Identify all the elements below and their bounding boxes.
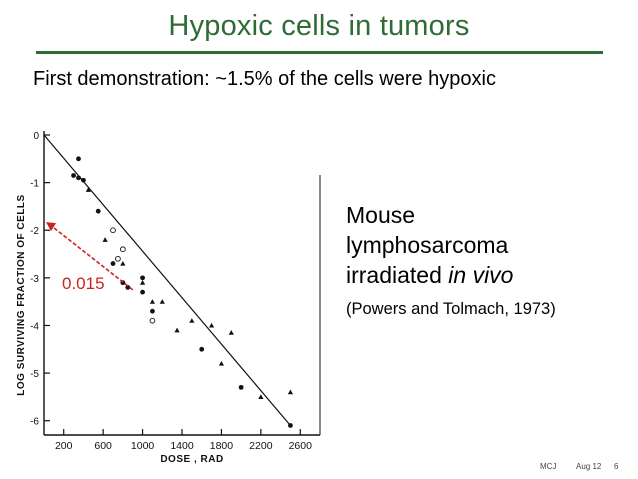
x-tick-label: 2600 bbox=[289, 440, 313, 452]
y-axis-label: LOG SURVIVING FRACTION OF CELLS bbox=[16, 194, 27, 395]
data-point bbox=[218, 360, 225, 366]
survival-chart: 0 -1 -2 -3 -4 -5 -6 200 600 1000 1400 1800 2200 2600 D… bbox=[16, 131, 321, 465]
data-point bbox=[125, 284, 131, 290]
x-axis-label: DOSE , RAD bbox=[160, 454, 223, 465]
data-point bbox=[140, 275, 145, 281]
footer-author: MCJ bbox=[540, 462, 557, 471]
data-point bbox=[110, 227, 116, 234]
data-point bbox=[115, 255, 121, 262]
data-point bbox=[287, 389, 294, 395]
caption-line-3: irradiated in vivo bbox=[346, 260, 556, 290]
data-point bbox=[149, 317, 156, 324]
data-point bbox=[71, 173, 76, 178]
data-point bbox=[189, 318, 195, 323]
data-point bbox=[110, 261, 116, 266]
caption-reference: (Powers and Tolmach, 1973) bbox=[346, 300, 556, 318]
data-point bbox=[102, 237, 108, 242]
data-point bbox=[288, 423, 293, 428]
caption-line-2: lymphosarcoma bbox=[346, 232, 509, 258]
y-tick-label: -6 bbox=[30, 417, 39, 428]
data-point bbox=[81, 177, 86, 183]
data-point bbox=[238, 384, 244, 390]
slide-subtitle: First demonstration: ~1.5% of the cells … bbox=[33, 68, 496, 90]
data-point bbox=[95, 208, 101, 214]
footer-date: Aug 12 bbox=[576, 462, 602, 471]
x-tick-label: 1000 bbox=[131, 440, 155, 452]
x-tick-label: 200 bbox=[55, 440, 73, 452]
caption-line-3-prefix: irradiated bbox=[346, 262, 449, 288]
x-tick-label: 2200 bbox=[249, 440, 273, 452]
y-tick-label: -5 bbox=[30, 369, 39, 380]
data-point bbox=[258, 394, 264, 399]
data-point bbox=[120, 260, 126, 266]
x-tick-label: 600 bbox=[94, 440, 112, 452]
data-point bbox=[120, 246, 126, 253]
y-tick-label: -1 bbox=[30, 179, 39, 190]
fit-line bbox=[43, 134, 291, 426]
data-point bbox=[76, 156, 81, 162]
y-tick-label: -4 bbox=[30, 321, 39, 332]
data-point bbox=[140, 289, 145, 295]
data-point bbox=[159, 299, 165, 304]
data-point bbox=[150, 308, 155, 314]
y-tick-label: -3 bbox=[30, 274, 39, 285]
caption-line-3-emphasis: in vivo bbox=[448, 262, 514, 288]
caption-line-1: Mouse bbox=[346, 202, 416, 228]
slide-title: Hypoxic cells in tumors bbox=[168, 10, 470, 42]
extrapolation-arrowhead bbox=[46, 222, 56, 232]
data-point bbox=[76, 175, 81, 181]
extrapolation-line bbox=[52, 226, 134, 291]
extrapolation-label: 0.015 bbox=[62, 274, 105, 293]
y-tick-label: 0 bbox=[33, 131, 39, 142]
data-point bbox=[149, 299, 156, 304]
data-point bbox=[85, 187, 91, 192]
data-point bbox=[199, 346, 205, 352]
data-point bbox=[208, 322, 215, 328]
x-tick-label: 1400 bbox=[170, 440, 194, 452]
x-tick-label: 1800 bbox=[210, 440, 234, 452]
caption: Mouse lymphosarcoma irradiated in vivo (… bbox=[346, 200, 556, 319]
y-tick-label: -2 bbox=[30, 226, 39, 237]
title-underline bbox=[36, 51, 603, 54]
data-point bbox=[174, 327, 180, 333]
data-point bbox=[228, 330, 234, 335]
footer-page: 6 bbox=[614, 462, 619, 471]
data-point bbox=[139, 280, 146, 285]
